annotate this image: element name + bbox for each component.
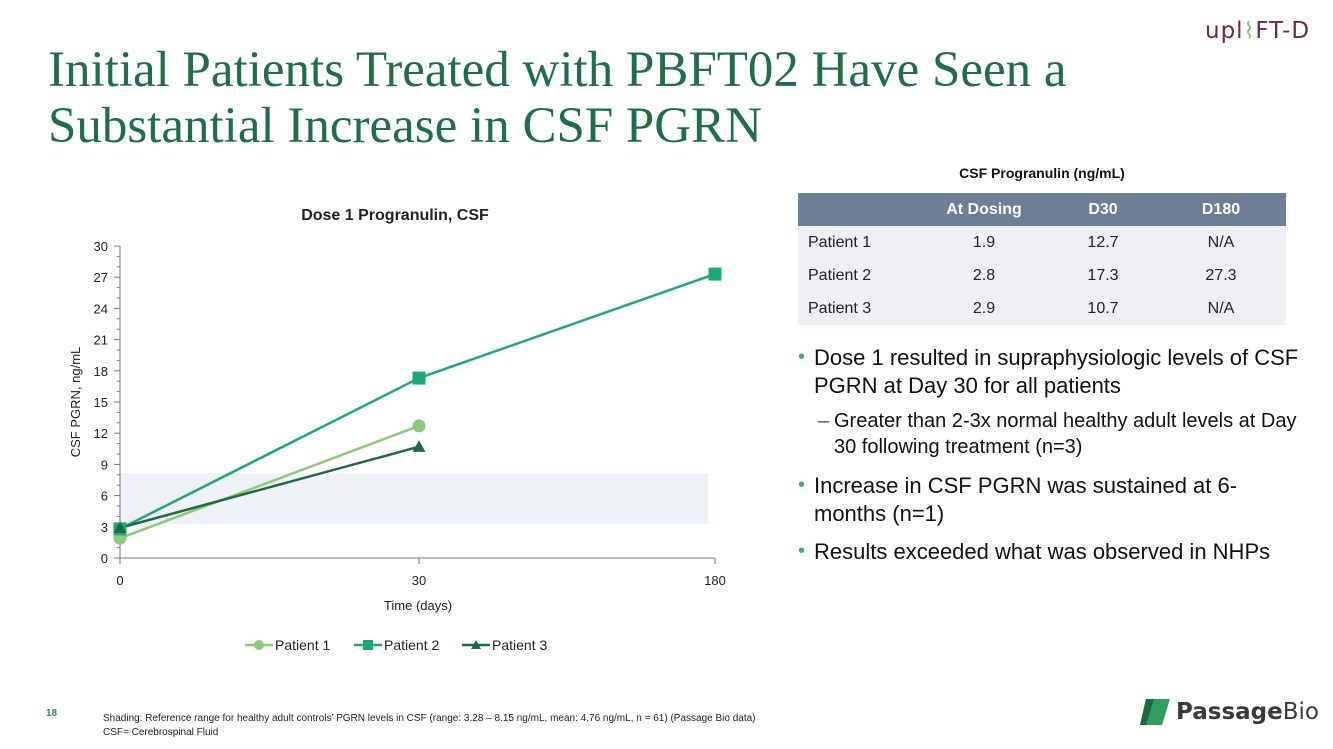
bullet-list: • Dose 1 resulted in supraphysiologic lev… [798,344,1308,576]
table-cell: 2.8 [918,259,1050,292]
x-tick-label: 0 [116,573,123,588]
table-cell: 2.9 [918,292,1050,325]
bullet-dot-icon: • [798,474,806,496]
legend-marker [471,640,481,649]
footnote: Shading: Reference range for healthy adu… [103,712,1003,740]
table-cell: 10.7 [1050,292,1156,325]
brand-suffix: FT-D [1255,18,1311,44]
bullet-dot-icon: • [798,540,806,562]
data-point-patient-2 [412,371,426,385]
table-header-cell: D180 [1156,193,1286,226]
bullet-text: Dose 1 resulted in supraphysiologic leve… [814,345,1299,398]
data-point-patient-3 [412,440,426,452]
bullet-text: Increase in CSF PGRN was sustained at 6-… [814,473,1238,526]
series-line-patient-3 [119,445,420,530]
table-cell: 12.7 [1050,226,1156,259]
x-tick-label: 180 [704,573,726,588]
bullet-item: • Increase in CSF PGRN was sustained at 6… [798,472,1308,528]
footnote-line: CSF= Cerebrospinal Fluid [103,727,219,738]
data-point-patient-2 [708,267,722,281]
legend-marker [254,640,264,650]
table-cell: 17.3 [1050,259,1156,292]
bullet-dot-icon: • [798,346,806,368]
table-cell: 27.3 [1156,259,1286,292]
legend-label: Patient 2 [384,637,439,653]
sub-bullet-item: – Greater than 2-3x normal healthy adult … [798,408,1308,460]
table-row: Patient 3 2.9 10.7 N/A [798,292,1286,325]
reference-range-band [120,473,708,524]
y-tick-label: 18 [94,364,108,379]
series-line-patient-1 [119,424,420,540]
bullet-text: Results exceeded what was observed in NH… [814,539,1271,564]
legend-marker [363,640,373,650]
table-cell: N/A [1156,226,1286,259]
table-cell: Patient 2 [798,259,918,292]
y-axis-label: CSF PGRN, ng/mL [68,347,83,458]
data-point-patient-2 [113,522,127,536]
data-point-patient-1 [412,419,426,433]
legend-label: Patient 3 [492,637,547,653]
y-tick-label: 0 [101,551,108,566]
y-tick-label: 12 [94,426,108,441]
y-tick-label: 30 [94,239,108,254]
passage-bio-logo: PassageBio [1140,697,1319,727]
bullet-item: • Dose 1 resulted in supraphysiologic lev… [798,344,1308,400]
series-line-patient-2 [119,272,716,530]
table-cell: N/A [1156,292,1286,325]
table-header-cell: D30 [1050,193,1156,226]
chart-title: Dose 1 Progranulin, CSF [301,207,489,224]
legend-label: Patient 1 [275,637,330,653]
data-point-patient-3 [113,521,127,534]
x-axis-label: Time (days) [384,598,452,613]
logo-text-bold: Passage [1176,699,1283,725]
footnote-line: Shading: Reference range for healthy adu… [103,713,756,724]
dna-helix-icon: ⌇ [1243,19,1256,44]
table-cell: Patient 3 [798,292,918,325]
table-cell: Patient 1 [798,226,918,259]
brand-prefix: upl [1205,18,1244,44]
y-tick-label: 9 [101,457,108,472]
table-row: Patient 2 2.8 17.3 27.3 [798,259,1286,292]
table-caption: CSF Progranulin (ng/mL) [959,165,1125,181]
table-header-cell: At Dosing [918,193,1050,226]
sub-bullet-text: Greater than 2-3x normal healthy adult l… [834,410,1297,458]
table-header-cell [798,193,918,226]
uplift-d-brand: upl⌇FT-D [1205,18,1310,44]
page-number: 18 [46,708,58,719]
progranulin-table: At Dosing D30 D180 Patient 1 1.9 12.7 N/… [798,193,1286,325]
y-tick-label: 15 [94,395,108,410]
bullet-item: • Results exceeded what was observed in N… [798,538,1308,566]
logo-text-regular: Bio [1282,699,1319,725]
y-tick-label: 6 [101,489,108,504]
table-header-row: At Dosing D30 D180 [798,193,1286,226]
y-tick-label: 21 [94,333,108,348]
dash-icon: – [818,410,830,432]
table-cell: 1.9 [918,226,1050,259]
slide-title: Initial Patients Treated with PBFT02 Hav… [48,42,1067,154]
passage-bio-mark-icon [1140,699,1170,725]
x-tick-label: 30 [412,573,426,588]
data-point-patient-1 [113,531,127,545]
y-tick-label: 27 [94,270,108,285]
table-row: Patient 1 1.9 12.7 N/A [798,226,1286,259]
y-tick-label: 3 [101,520,108,535]
y-tick-label: 24 [94,301,108,316]
logo-text: PassageBio [1176,699,1319,725]
